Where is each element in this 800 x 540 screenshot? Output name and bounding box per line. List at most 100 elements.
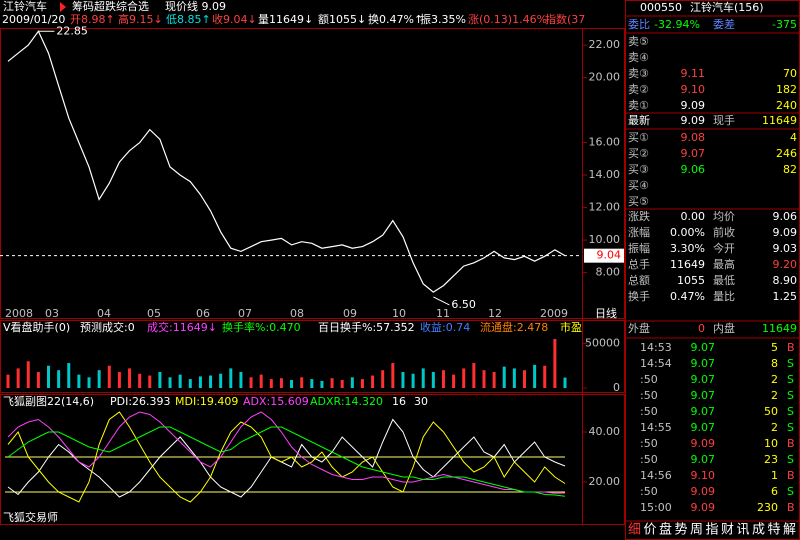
- tick-time: 15:00: [640, 501, 672, 514]
- tick-volume: 2: [771, 389, 778, 402]
- ratio-value: -32.94%: [654, 18, 700, 31]
- y-tick-label: 20.00: [589, 475, 621, 488]
- tick-time: :50: [640, 405, 658, 418]
- volume-bar: [502, 366, 506, 388]
- tick-time: :50: [640, 373, 658, 386]
- low-label: 6.50: [451, 298, 476, 311]
- book-label: 卖⑤: [628, 35, 649, 48]
- volume-bar: [340, 379, 344, 388]
- volume-bar: [411, 373, 415, 388]
- y-tick-label: 0: [613, 381, 620, 394]
- tick-price: 9.09: [691, 501, 716, 514]
- volume-bar: [259, 374, 263, 388]
- stat-value: 8.90: [773, 274, 798, 287]
- volume-bar: [107, 365, 111, 388]
- volume-bar: [533, 364, 537, 388]
- tick-price: 9.07: [691, 357, 716, 370]
- tick-time: :50: [640, 453, 658, 466]
- last-label: 最新: [628, 113, 650, 127]
- outer-value: 0: [698, 322, 705, 335]
- book-price: 9.08: [681, 131, 706, 144]
- tab[interactable]: 势: [675, 522, 688, 538]
- volume-bar: [77, 374, 81, 388]
- quote-item: 量11649↓: [258, 13, 313, 26]
- book-volume: 82: [783, 163, 797, 176]
- y-tick-label: 20.00: [589, 71, 621, 84]
- y-tick-label: 50000: [585, 336, 620, 349]
- tab[interactable]: 价: [644, 523, 657, 538]
- volume-bar: [36, 371, 40, 388]
- quote-item: 高9.15↓: [118, 12, 163, 26]
- x-tick-label: 2008: [5, 307, 33, 320]
- book-price: 9.06: [681, 163, 706, 176]
- volume-header-item: V看盘助手(0): [3, 320, 70, 334]
- y-tick-label: 40.00: [589, 425, 621, 438]
- tab[interactable]: 周: [690, 523, 703, 538]
- legend-entry: MDI:19.409: [175, 395, 238, 408]
- volume-bar: [138, 373, 142, 388]
- x-tick-label: 08: [290, 307, 304, 320]
- volume-bar: [300, 377, 304, 388]
- tick-volume: 2: [771, 421, 778, 434]
- tab[interactable]: 成: [752, 523, 765, 538]
- tab[interactable]: 解: [783, 523, 796, 538]
- tick-volume: 1: [771, 469, 778, 482]
- tick-price: 9.07: [691, 389, 716, 402]
- inner-label: 内盘: [713, 321, 735, 335]
- y-tick-label: 8.00: [596, 266, 621, 279]
- tick-volume: 230: [757, 501, 778, 514]
- stat-label: 今开: [713, 241, 735, 255]
- stat-value: 9.20: [773, 258, 798, 271]
- book-label: 卖③: [628, 67, 649, 80]
- hand-value: 11649: [762, 114, 797, 127]
- tick-flag: S: [787, 405, 794, 418]
- volume-bar: [229, 368, 233, 388]
- arrow-icon: [60, 2, 66, 12]
- volume-bar: [57, 370, 61, 388]
- quote-item: 收9.04↓: [212, 12, 257, 26]
- quote-item: 指数(37: [545, 12, 585, 26]
- tab[interactable]: 讯: [737, 523, 750, 538]
- tick-time: 14:55: [640, 421, 672, 434]
- stat-value: 11649: [670, 258, 705, 271]
- current-price-tag: [584, 248, 624, 263]
- x-tick-label: 11: [436, 307, 450, 320]
- volume-header-item: 收益:0.74: [420, 320, 470, 334]
- stat-label: 换手: [628, 289, 650, 303]
- tick-price: 9.10: [691, 469, 716, 482]
- volume-bar: [290, 379, 294, 388]
- tick-time: :50: [640, 389, 658, 402]
- legend-entry: PDI:26.393: [110, 395, 171, 408]
- period-label: 日线: [595, 306, 617, 320]
- tab[interactable]: 财: [721, 523, 734, 538]
- volume-bar: [482, 370, 486, 388]
- volume-bar: [310, 379, 314, 388]
- tick-time: :50: [640, 485, 658, 498]
- volume-bar: [421, 368, 425, 388]
- stat-label: 均价: [713, 210, 735, 223]
- volume-bar: [563, 377, 567, 388]
- volume-frame: [0, 320, 625, 393]
- book-volume: 182: [776, 83, 797, 96]
- indicator-line: [7, 426, 566, 497]
- tab[interactable]: 特: [768, 523, 781, 538]
- volume-bar: [441, 370, 445, 388]
- volume-bar: [553, 339, 557, 388]
- quote-item: 振3.35%: [420, 12, 466, 26]
- stock-name: 江铃汽车: [3, 0, 47, 13]
- volume-bar: [543, 365, 547, 388]
- volume-bar: [452, 374, 456, 388]
- y-tick-label: 10.00: [589, 233, 621, 246]
- tab[interactable]: 指: [706, 523, 719, 538]
- tab[interactable]: 细: [628, 523, 641, 538]
- stock-name: 江铃汽车(156): [690, 0, 764, 14]
- stat-value: 0.00%: [670, 226, 705, 239]
- volume-bar: [128, 368, 132, 388]
- indicator-line: [7, 411, 566, 503]
- stat-label: 涨幅: [628, 226, 650, 239]
- volume-bar: [97, 370, 101, 388]
- volume-bar: [239, 371, 243, 388]
- quote-item: 2009/01/20: [2, 13, 65, 26]
- volume-bar: [219, 373, 223, 388]
- tab[interactable]: 盘: [659, 522, 672, 538]
